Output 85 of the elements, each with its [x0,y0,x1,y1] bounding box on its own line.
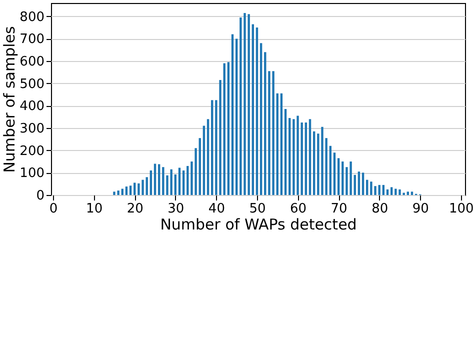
bar [117,190,120,195]
bar [244,13,246,195]
y-tick-label: 600 [20,54,44,70]
bar [386,189,389,195]
bar [158,164,160,195]
bar [146,177,148,195]
bar [198,138,201,195]
x-axis-title: Number of WAPs detected [160,216,357,234]
bar [125,186,128,195]
bar [342,162,344,195]
y-tick-label: 0 [36,188,44,204]
x-tick-label: 10 [86,202,103,216]
y-tick-label: 400 [20,99,44,114]
x-tick-label: 0 [49,202,58,216]
bar [382,184,385,195]
bar [390,187,393,195]
bar [186,166,189,195]
bar [178,168,181,195]
bar [194,148,197,195]
bar [398,189,401,195]
bar [211,100,214,195]
bar [231,34,234,195]
bar [358,172,360,195]
y-axis-title: Number of samples [0,26,19,173]
bar [272,71,274,195]
bar [304,122,308,195]
bar [174,174,177,195]
bar [252,24,254,195]
bar [350,162,352,195]
bar [406,192,409,195]
bar [138,183,140,195]
bar [268,71,270,195]
y-tick-label: 500 [20,76,44,92]
bar [182,170,185,195]
bar [113,192,116,195]
x-tick-label: 80 [372,202,388,216]
bar [378,184,380,195]
bar [223,63,226,195]
bar [121,188,124,195]
bar [394,188,397,195]
bar [292,119,295,195]
bar [162,167,164,195]
bar [280,93,283,195]
bar [312,131,316,195]
bar [288,118,291,195]
bar [321,126,324,195]
bar [264,52,266,195]
bar [129,186,132,195]
bar [410,192,414,195]
x-tick-label: 100 [449,202,474,216]
bar [354,174,356,195]
bar [154,164,156,195]
bar [337,158,340,195]
x-tick-label: 20 [126,202,144,216]
x-tick-label: 30 [168,202,184,216]
bar [366,180,368,195]
bar [370,182,372,195]
bar [227,62,230,195]
x-tick-label: 40 [208,202,225,216]
bar [206,119,210,195]
bar [308,119,312,195]
bar [284,109,287,195]
bar [296,116,299,195]
bar [329,146,332,195]
bar [260,43,262,195]
x-tick-label: 90 [412,202,429,216]
y-tick-label: 200 [20,144,44,159]
y-tick-label: 100 [20,166,44,182]
bar [235,38,238,195]
bar [134,182,136,195]
bar [333,152,336,195]
x-tick-label: 60 [290,202,307,216]
x-tick-label: 50 [249,202,266,216]
bar [202,126,206,195]
bar [362,172,364,195]
y-tick-label: 300 [20,122,44,137]
bar [142,180,144,195]
bar [150,170,152,195]
bar [256,28,258,195]
bar [248,14,250,195]
bar [276,93,278,195]
bar [170,169,172,195]
y-tick-label: 700 [20,32,44,48]
y-tick-label: 800 [20,10,44,25]
x-tick-label: 70 [330,202,348,216]
